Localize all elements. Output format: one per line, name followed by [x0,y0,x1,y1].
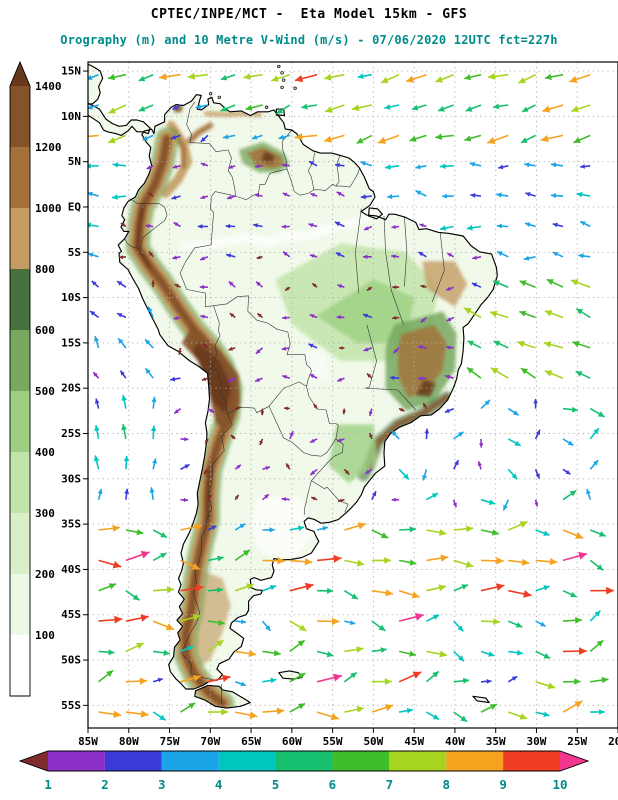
orography-colorbar-label: 1200 [35,141,62,154]
orography-colorbar-label: 1400 [35,80,62,93]
lon-tick-label: 65W [241,735,261,748]
wind-colorbar-segment [161,751,219,771]
lon-tick-label: 60W [282,735,302,748]
lat-tick-label: 20S [61,382,81,395]
lon-tick-label: 85W [78,735,98,748]
orography-colorbar-arrow [10,62,30,86]
orography-colorbar-segment [10,269,30,330]
lat-tick-label: 10N [61,110,81,123]
lat-tick-label: 5N [68,155,81,168]
lon-tick-label: 40W [445,735,465,748]
small-islands [209,64,297,109]
wind-colorbar-left-arrow [20,751,48,771]
orography-colorbar-segment [10,330,30,391]
orography-colorbar-segment [10,635,30,696]
lat-tick-label: 25S [61,427,81,440]
wind-colorbar-segment [48,751,105,771]
orography-colorbar-label: 500 [35,385,55,398]
orography-colorbar-segment [10,391,30,452]
lat-tick-label: 50S [61,654,81,667]
orography-colorbar-label: 100 [35,629,55,642]
wind-colorbar-segment [446,751,504,771]
wind-colorbar-label: 9 [499,777,507,792]
lat-tick-label: 40S [61,563,81,576]
wind-colorbar-label: 2 [101,777,109,792]
lon-tick-label: 45W [404,735,424,748]
orography-colorbar: 100 200 300 400 500 600 800 1000 1200 1400 [9,60,62,697]
lon-tick-label: 70W [200,735,220,748]
orography-colorbar-segment [10,86,30,147]
coastline [88,63,498,709]
lon-tick-label: 30W [527,735,547,748]
wind-colorbar-segment [104,751,162,771]
lat-tick-labels: 15N 10N 5N EQ 5S 10S 15S 20S 25S 30S 35S 40S 45S 50S 5… [61,65,88,712]
lon-tick-label: 50W [363,735,383,748]
lat-tick-label: 35S [61,518,81,531]
wind-colorbar-label: 8 [442,777,450,792]
lat-tick-label: 45S [61,608,81,621]
map-plot: 15N 10N 5N EQ 5S 10S 15S 20S 25S 30S 35S 40S 45S 50S 5… [61,61,618,748]
wind-colorbar-label: 10 [552,777,567,792]
chart-subtitle: Orography (m) and 10 Metre V-Wind (m/s) … [60,33,558,47]
wind-arrows [88,72,614,723]
lat-tick-label: 55S [61,699,81,712]
lon-tick-label: 75W [160,735,180,748]
lon-tick-label: 35W [486,735,506,748]
orography-colorbar-label: 200 [35,568,55,581]
orography-colorbar-segment [10,574,30,635]
lon-tick-label: 80W [119,735,139,748]
lat-tick-label: 15N [61,65,81,78]
orography-colorbar-segment [10,147,30,208]
lon-tick-label: 25W [567,735,587,748]
grid-lines [88,62,618,728]
wind-colorbar-segment [218,751,276,771]
orography-colorbar-segment [10,208,30,269]
wind-colorbar-label: 7 [386,777,394,792]
lat-tick-label: EQ [68,200,82,213]
wind-colorbar-segment [332,751,390,771]
orography-colorbar-label: 1000 [35,202,62,215]
orography-colorbar-segment [10,513,30,574]
wind-colorbar-segment [275,751,333,771]
lon-tick-label: 20W [608,735,618,748]
plot-frame [87,61,618,729]
wind-colorbar-segment [389,751,447,771]
lon-tick-label: 55W [323,735,343,748]
wind-colorbar-segment [503,751,560,771]
wind-colorbar-label: 4 [215,777,223,792]
wind-colorbar-label: 3 [158,777,166,792]
lat-tick-label: 5S [68,246,81,259]
orography-colorbar-label: 600 [35,324,55,337]
wind-speed-colorbar: 1 2 3 4 5 6 7 8 9 10 [18,750,590,792]
lat-tick-label: 30S [61,472,81,485]
orography-colorbar-label: 300 [35,507,55,520]
orography-colorbar-segment [10,452,30,513]
chart-title: CPTEC/INPE/MCT - Eta Model 15km - GFS [150,7,468,22]
lat-tick-label: 15S [61,336,81,349]
wind-colorbar-label: 5 [272,777,280,792]
lon-tick-labels: 85W 80W 75W 70W 65W 60W 55W 50W 45W 40W 35W 30W 25W 2… [78,728,618,748]
lat-tick-label: 10S [61,291,81,304]
wind-colorbar-label: 1 [44,777,52,792]
orography-colorbar-label: 400 [35,446,55,459]
wind-colorbar-label: 6 [329,777,337,792]
wind-colorbar-right-arrow [560,751,588,771]
orography-colorbar-label: 800 [35,263,55,276]
